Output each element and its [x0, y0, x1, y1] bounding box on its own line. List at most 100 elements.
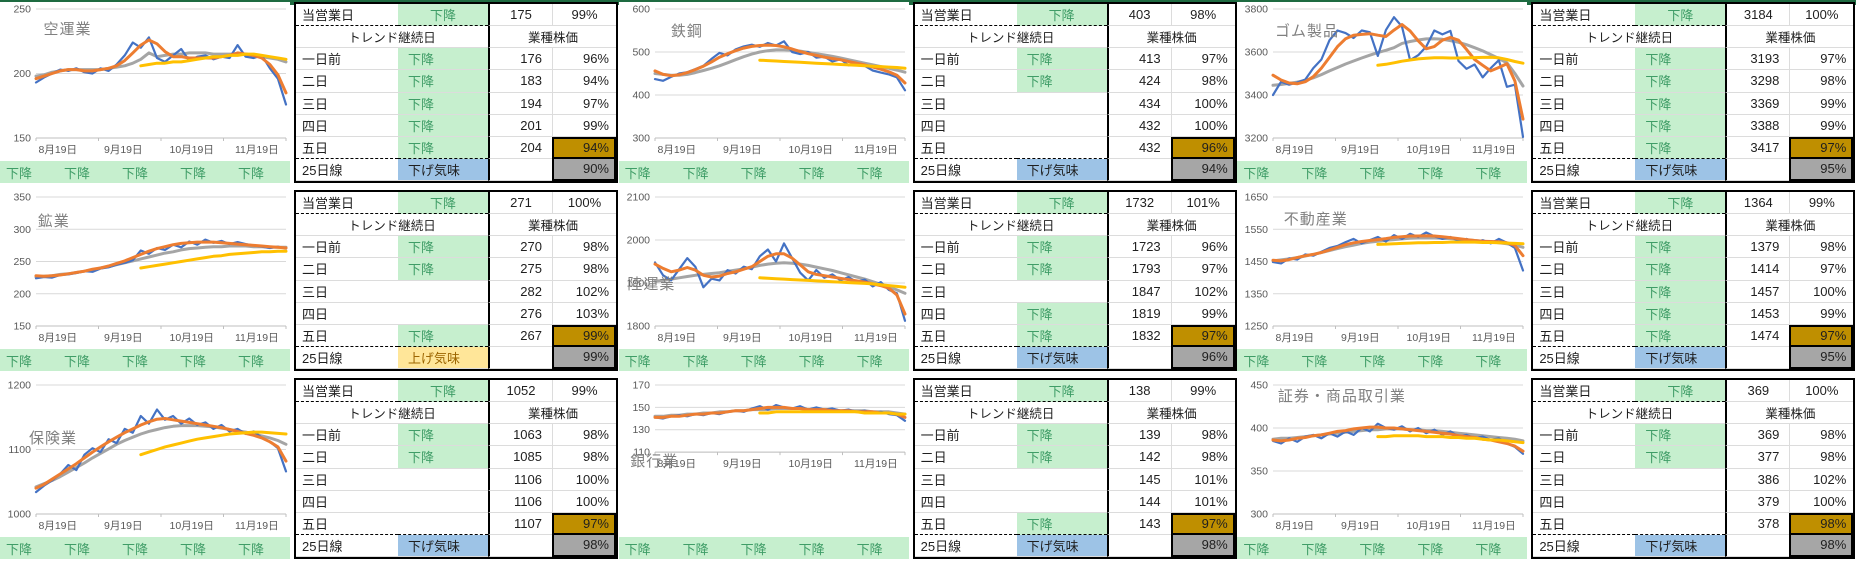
ribbon-trend-cell[interactable]: 下降	[1417, 165, 1444, 181]
day-value-cell[interactable]: 144	[1106, 490, 1171, 513]
day-trend-cell[interactable]	[1016, 115, 1107, 137]
day-trend-cell[interactable]	[1016, 137, 1107, 159]
day-pct-cell[interactable]: 98%	[1170, 70, 1235, 93]
price-header-cell[interactable]: 業種株価	[488, 26, 616, 49]
ma25-trend-cell[interactable]: 下げ気味	[398, 158, 488, 181]
day-trend-cell[interactable]: 下降	[1635, 114, 1726, 137]
today-label-cell[interactable]: 当営業日	[296, 4, 398, 27]
day-trend-cell[interactable]: 下降	[1635, 48, 1726, 71]
day-value-cell[interactable]: 282	[488, 280, 552, 303]
price-header-cell[interactable]: 業種株価	[1106, 26, 1235, 49]
day-value-cell[interactable]: 434	[1106, 92, 1171, 115]
day-trend-cell[interactable]: 下降	[1635, 136, 1726, 159]
day-trend-cell[interactable]	[398, 281, 488, 303]
sector-chart[interactable]: 1650 1550 1450 1350 1250 8月19日 9月19日 10月19日 11月1…	[1237, 190, 1528, 371]
today-pct-cell[interactable]: 98%	[1170, 4, 1235, 27]
day-label-cell[interactable]: 五日	[914, 325, 1017, 347]
trend-days-header-cell[interactable]: トレンド継続日	[296, 214, 488, 237]
trend-days-header-cell[interactable]: トレンド継続日	[296, 402, 488, 425]
ribbon-trend-cell[interactable]: 下降	[798, 541, 825, 557]
ribbon-trend-cell[interactable]: 下降	[1359, 541, 1386, 557]
ma25-value-cell[interactable]	[488, 534, 552, 557]
day-value-cell[interactable]: 142	[1106, 446, 1171, 469]
today-pct-cell[interactable]: 100%	[1789, 380, 1854, 403]
day-value-cell[interactable]: 378	[1725, 512, 1790, 535]
day-label-cell[interactable]: 二日	[914, 258, 1017, 281]
today-label-cell[interactable]: 当営業日	[296, 192, 398, 215]
day-value-cell[interactable]: 183	[488, 70, 552, 93]
price-header-cell[interactable]: 業種株価	[488, 402, 616, 425]
today-trend-cell[interactable]: 下降	[1635, 380, 1726, 403]
day-trend-cell[interactable]	[398, 513, 488, 535]
ribbon-trend-cell[interactable]: 下降	[1417, 541, 1444, 557]
sector-chart[interactable]: 250 200 150 8月19日 9月19日 10月19日 11月19日 空運業 下降 下降…	[0, 2, 290, 183]
day-value-cell[interactable]: 145	[1106, 468, 1171, 491]
day-value-cell[interactable]: 3417	[1725, 136, 1790, 159]
day-trend-cell[interactable]: 下降	[398, 424, 488, 447]
day-pct-cell[interactable]: 100%	[552, 490, 616, 513]
ribbon-trend-cell[interactable]: 下降	[1475, 165, 1502, 181]
ma25-pct-cell[interactable]: 90%	[552, 158, 616, 181]
ribbon-trend-cell[interactable]: 下降	[682, 165, 709, 181]
ribbon-trend-cell[interactable]: 下降	[1475, 541, 1502, 557]
today-trend-cell[interactable]: 下降	[1016, 380, 1107, 403]
ribbon-trend-cell[interactable]: 下降	[6, 353, 33, 369]
day-pct-cell[interactable]: 98%	[1789, 424, 1854, 447]
day-pct-cell[interactable]: 103%	[552, 302, 616, 325]
day-value-cell[interactable]: 369	[1725, 424, 1790, 447]
today-value-cell[interactable]: 3184	[1725, 4, 1790, 27]
day-trend-cell[interactable]: 下降	[1635, 302, 1726, 325]
today-value-cell[interactable]: 138	[1106, 380, 1171, 403]
ribbon-trend-cell[interactable]: 下降	[180, 541, 207, 557]
ma25-label-cell[interactable]: 25日線	[296, 535, 398, 557]
sector-chart[interactable]: 600 500 400 300 8月19日 9月19日 10月19日 11月19日 鉄鋼 下降…	[618, 2, 909, 183]
today-pct-cell[interactable]: 100%	[1789, 4, 1854, 27]
ribbon-trend-cell[interactable]: 下降	[1243, 353, 1270, 369]
day-value-cell[interactable]: 3388	[1725, 114, 1790, 137]
ma25-pct-cell[interactable]: 95%	[1789, 346, 1854, 369]
day-value-cell[interactable]: 267	[488, 324, 552, 347]
day-pct-cell[interactable]: 94%	[552, 70, 616, 93]
day-label-cell[interactable]: 五日	[1533, 513, 1636, 535]
day-label-cell[interactable]: 二日	[914, 446, 1017, 469]
ma25-label-cell[interactable]: 25日線	[1533, 159, 1636, 181]
day-label-cell[interactable]: 五日	[296, 325, 398, 347]
day-value-cell[interactable]: 143	[1106, 512, 1171, 535]
day-label-cell[interactable]: 一日前	[914, 236, 1017, 259]
day-trend-cell[interactable]: 下降	[1635, 324, 1726, 347]
day-label-cell[interactable]: 二日	[296, 446, 398, 469]
day-trend-cell[interactable]: 下降	[1635, 424, 1726, 447]
day-value-cell[interactable]: 432	[1106, 114, 1171, 137]
today-pct-cell[interactable]: 99%	[552, 380, 616, 403]
day-label-cell[interactable]: 三日	[1533, 281, 1636, 303]
day-trend-cell[interactable]: 下降	[1635, 236, 1726, 259]
day-pct-cell[interactable]: 99%	[1789, 114, 1854, 137]
day-trend-cell[interactable]: 下降	[1635, 70, 1726, 93]
day-pct-cell[interactable]: 97%	[1170, 48, 1235, 71]
day-pct-cell[interactable]: 98%	[1789, 70, 1854, 93]
day-value-cell[interactable]: 270	[488, 236, 552, 259]
ribbon-trend-cell[interactable]: 下降	[238, 541, 265, 557]
sector-chart[interactable]: 3800 3600 3400 3200 8月19日 9月19日 10月19日 11月19日 ゴ…	[1237, 2, 1528, 183]
ribbon-trend-cell[interactable]: 下降	[740, 353, 767, 369]
day-label-cell[interactable]: 五日	[1533, 137, 1636, 159]
today-trend-cell[interactable]: 下降	[1635, 4, 1726, 27]
price-header-cell[interactable]: 業種株価	[1106, 402, 1235, 425]
day-trend-cell[interactable]	[398, 303, 488, 325]
today-label-cell[interactable]: 当営業日	[296, 380, 398, 403]
day-trend-cell[interactable]: 下降	[1016, 48, 1107, 71]
today-label-cell[interactable]: 当営業日	[914, 4, 1017, 27]
today-pct-cell[interactable]: 99%	[552, 4, 616, 27]
day-label-cell[interactable]: 四日	[914, 303, 1017, 325]
today-value-cell[interactable]: 403	[1106, 4, 1171, 27]
ribbon-trend-cell[interactable]: 下降	[1359, 353, 1386, 369]
day-trend-cell[interactable]: 下降	[398, 48, 488, 71]
day-value-cell[interactable]: 1819	[1106, 302, 1171, 325]
today-pct-cell[interactable]: 99%	[1170, 380, 1235, 403]
day-pct-cell[interactable]: 100%	[1170, 114, 1235, 137]
day-pct-cell[interactable]: 98%	[552, 258, 616, 281]
ribbon-trend-cell[interactable]: 下降	[1417, 353, 1444, 369]
day-label-cell[interactable]: 五日	[296, 513, 398, 535]
ribbon-trend-cell[interactable]: 下降	[180, 353, 207, 369]
price-header-cell[interactable]: 業種株価	[1725, 214, 1854, 237]
